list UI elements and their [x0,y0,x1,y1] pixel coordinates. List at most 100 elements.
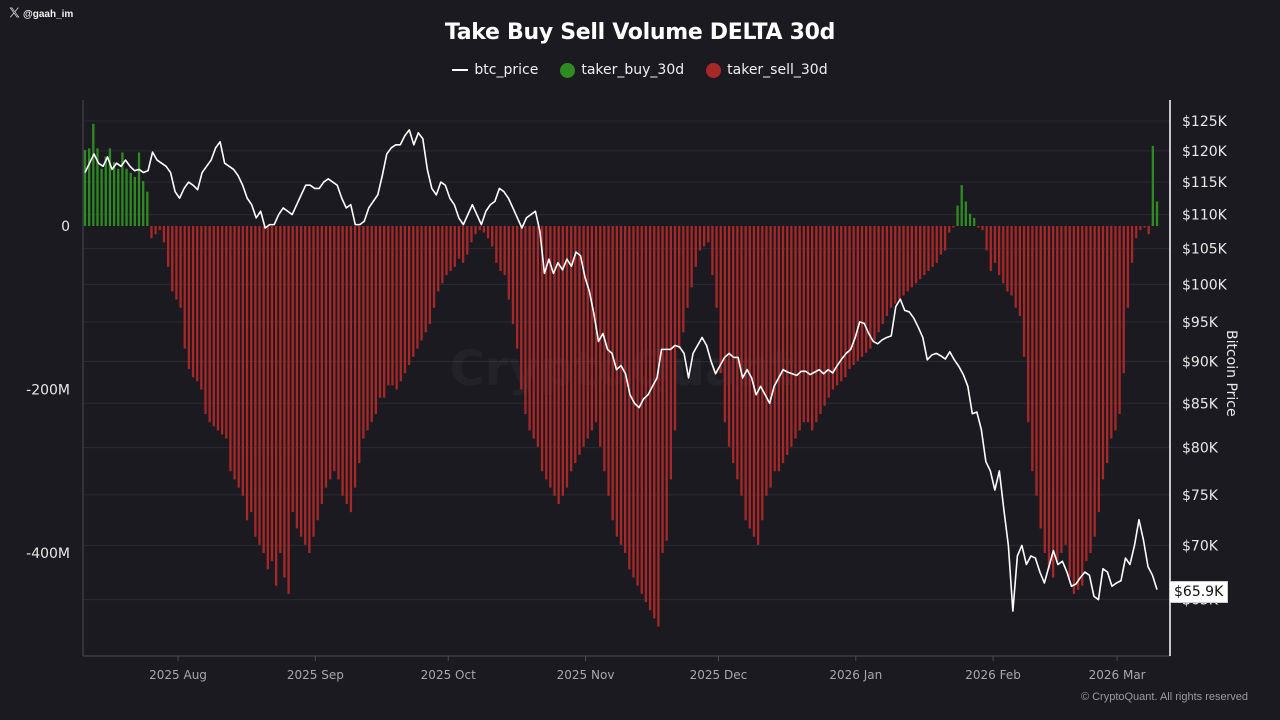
delta-bar[interactable] [557,226,560,504]
delta-bar[interactable] [715,226,718,308]
delta-bar[interactable] [137,152,141,226]
delta-bar[interactable] [511,226,515,325]
delta-bar[interactable] [619,226,623,545]
delta-bar[interactable] [125,168,128,226]
delta-bar[interactable] [1051,226,1055,578]
delta-bar[interactable] [88,148,91,226]
delta-bar[interactable] [873,226,876,341]
delta-bar[interactable] [748,226,751,529]
delta-bar[interactable] [815,226,818,423]
delta-bar[interactable] [723,226,727,423]
delta-bar[interactable] [702,226,706,247]
delta-bar[interactable] [403,226,407,374]
delta-bar[interactable] [927,226,930,271]
delta-bar[interactable] [973,217,976,226]
delta-bar[interactable] [923,226,926,276]
delta-bar[interactable] [549,226,552,488]
delta-bar[interactable] [482,226,486,233]
delta-bar[interactable] [470,226,473,243]
delta-bar[interactable] [1126,226,1130,308]
btc-price-line[interactable] [84,129,1158,612]
delta-bar[interactable] [624,226,627,553]
delta-bar[interactable] [108,148,112,226]
delta-bar[interactable] [349,226,353,513]
delta-bar[interactable] [262,226,265,553]
delta-bar[interactable] [187,226,191,370]
delta-bar[interactable] [956,205,959,226]
delta-bar[interactable] [1010,226,1013,296]
delta-bar[interactable] [220,226,224,435]
delta-bar[interactable] [329,226,332,480]
delta-bar[interactable] [449,226,452,271]
delta-bar[interactable] [304,226,307,545]
delta-bar[interactable] [92,123,95,226]
delta-bar[interactable] [773,226,776,472]
delta-bar[interactable] [374,226,377,415]
delta-bar[interactable] [856,226,859,361]
delta-bar[interactable] [457,226,461,259]
delta-bar[interactable] [1068,226,1071,578]
delta-bar[interactable] [204,226,207,415]
delta-bar[interactable] [212,226,215,427]
delta-bar[interactable] [1106,226,1109,464]
delta-bar[interactable] [146,191,149,226]
delta-bar[interactable] [761,226,764,521]
delta-bar[interactable] [453,226,456,267]
delta-bar[interactable] [877,226,880,333]
delta-bar[interactable] [707,226,710,243]
delta-bar[interactable] [121,152,124,226]
delta-bar[interactable] [1085,226,1088,562]
delta-bar[interactable] [420,226,423,341]
delta-bar[interactable] [977,226,980,228]
delta-bar[interactable] [661,226,664,553]
delta-bar[interactable] [1135,226,1138,239]
delta-bar[interactable] [1089,226,1092,553]
delta-bar[interactable] [802,226,805,423]
delta-bar[interactable] [407,226,411,365]
delta-bar[interactable] [640,226,643,594]
delta-bar[interactable] [428,226,432,325]
legend-item-btc-price[interactable]: btc_price [452,62,538,78]
delta-bar[interactable] [894,226,897,304]
delta-bar[interactable] [997,226,1001,276]
delta-bar[interactable] [869,226,872,349]
delta-bar[interactable] [299,226,303,537]
delta-bar[interactable] [628,226,631,570]
delta-bar[interactable] [1056,226,1059,562]
delta-bar[interactable] [943,226,947,251]
delta-bar[interactable] [362,226,365,439]
delta-bar[interactable] [790,226,793,447]
delta-bar[interactable] [1006,226,1009,292]
delta-bar[interactable] [1043,226,1046,553]
delta-bar[interactable] [607,226,610,496]
delta-bar[interactable] [478,226,481,231]
delta-bar[interactable] [279,226,282,553]
delta-bar[interactable] [1031,226,1034,472]
delta-bar[interactable] [1114,226,1117,431]
delta-bar[interactable] [919,226,922,280]
delta-bar[interactable] [179,226,182,308]
delta-bar[interactable] [644,226,648,603]
delta-bar[interactable] [225,226,228,439]
delta-bar[interactable] [142,181,145,226]
delta-bar[interactable] [852,226,855,365]
delta-bar[interactable] [466,226,469,255]
delta-bar[interactable] [378,226,382,398]
delta-bar[interactable] [1060,226,1063,553]
delta-bar[interactable] [1147,226,1150,235]
delta-bar[interactable] [690,226,693,288]
delta-bar[interactable] [848,226,851,370]
delta-bar[interactable] [553,226,556,496]
delta-bar[interactable] [83,149,87,226]
delta-bar[interactable] [985,226,988,251]
delta-bar[interactable] [1155,201,1159,226]
delta-bar[interactable] [902,226,905,296]
legend-item-taker-buy[interactable]: taker_buy_30d [560,62,684,78]
delta-bar[interactable] [1081,226,1084,586]
delta-bar[interactable] [603,226,606,472]
delta-bar[interactable] [196,226,199,382]
delta-bar[interactable] [445,226,448,276]
delta-bar[interactable] [1118,226,1121,415]
delta-bar[interactable] [665,226,668,541]
